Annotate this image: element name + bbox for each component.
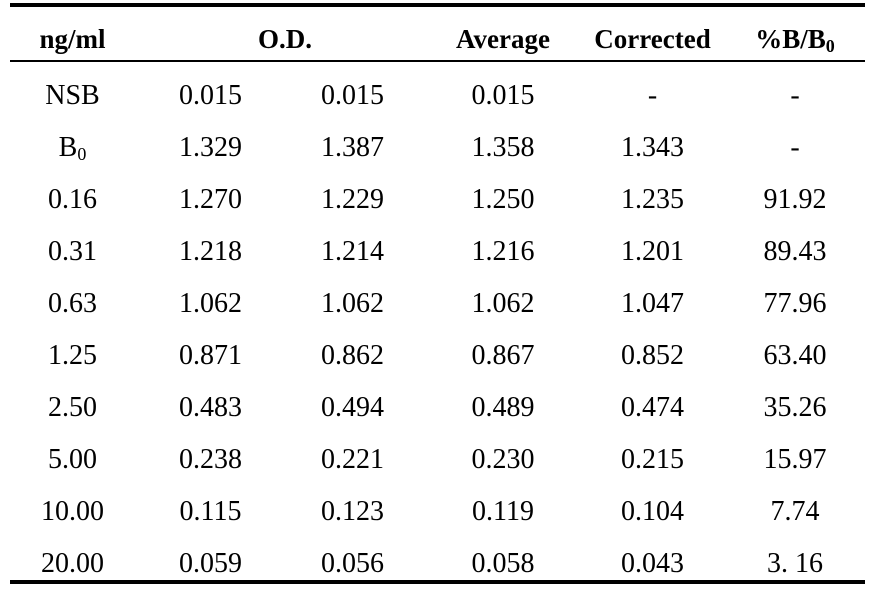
cell-concentration: 0.31 [10, 226, 135, 278]
cell-percent-b-b0: 35.26 [763, 392, 827, 423]
cell-corrected: 1.047 [621, 288, 684, 319]
cell-od-1: 1.270 [179, 184, 242, 215]
table-header-row: ng/ml O.D. Average Corrected %B/B0 [10, 13, 865, 65]
cell-od-1: 0.115 [179, 496, 242, 527]
table-row: NSB 0.015 0.015 0.015 - - [10, 70, 865, 122]
cell-percent-b-b0: 91.92 [763, 184, 827, 215]
cell-corrected: 0.104 [621, 496, 684, 527]
cell-od-2: 0.221 [321, 444, 384, 475]
cell-od-2: 0.862 [321, 340, 384, 371]
cell-corrected: 0.043 [621, 548, 684, 579]
table-row: 0.31 1.218 1.214 1.216 1.201 89.43 [10, 226, 865, 278]
header-average: Average [456, 24, 550, 54]
cell-percent-b-b0: - [790, 132, 800, 163]
cell-corrected: 0.474 [621, 392, 684, 423]
header-percent-b-b0: %B/B0 [725, 13, 865, 65]
cell-concentration-main: 1.25 [48, 340, 97, 371]
cell-od-2: 0.494 [321, 392, 384, 423]
cell-concentration-main: NSB [45, 80, 100, 111]
cell-concentration: 5.00 [10, 434, 135, 486]
cell-average: 0.119 [472, 496, 534, 527]
header-corrected: Corrected [594, 24, 711, 54]
cell-average: 1.358 [471, 132, 535, 163]
cell-average: 0.015 [471, 80, 535, 111]
cell-concentration-sub: 0 [77, 144, 87, 164]
cell-concentration-main: 2.50 [48, 392, 97, 423]
cell-average: 1.216 [471, 236, 535, 267]
cell-concentration-main: 0.31 [48, 236, 97, 267]
cell-od-1: 0.015 [179, 80, 242, 111]
cell-average: 0.489 [471, 392, 535, 423]
cell-concentration-main: 20.00 [41, 548, 104, 579]
cell-od-1: 1.218 [179, 236, 242, 267]
cell-concentration: 20.00 [10, 538, 135, 590]
cell-concentration: 1.25 [10, 330, 135, 382]
cell-concentration-main: 5.00 [48, 444, 97, 475]
table-row: 20.00 0.059 0.056 0.058 0.043 3. 16 [10, 538, 865, 590]
cell-average: 0.230 [471, 444, 535, 475]
table-row: B0 1.329 1.387 1.358 1.343 - [10, 122, 865, 174]
cell-concentration-main: 0.63 [48, 288, 97, 319]
cell-percent-b-b0: 7.74 [770, 496, 820, 527]
cell-percent-b-b0: 15.97 [763, 444, 827, 475]
cell-od-2: 0.015 [321, 80, 384, 111]
cell-concentration-main: 0.16 [48, 184, 97, 215]
cell-average: 0.058 [471, 548, 535, 579]
cell-average: 1.062 [471, 288, 535, 319]
cell-od-1: 1.329 [179, 132, 242, 163]
table-row: 0.16 1.270 1.229 1.250 1.235 91.92 [10, 174, 865, 226]
header-ng-ml: ng/ml [39, 24, 106, 54]
cell-concentration: NSB [10, 70, 135, 122]
table-row: 0.63 1.062 1.062 1.062 1.047 77.96 [10, 278, 865, 330]
table-row: 5.00 0.238 0.221 0.230 0.215 15.97 [10, 434, 865, 486]
cell-percent-b-b0: 77.96 [763, 288, 827, 319]
cell-corrected: 1.343 [621, 132, 684, 163]
cell-percent-b-b0: 89.43 [763, 236, 827, 267]
cell-od-2: 1.387 [321, 132, 384, 163]
cell-concentration: 10.00 [10, 486, 135, 538]
cell-corrected: 1.235 [621, 184, 684, 215]
header-percent-b-b0-sub: 0 [825, 36, 835, 56]
table-row: 10.00 0.115 0.123 0.119 0.104 7.74 [10, 486, 865, 538]
cell-od-2: 1.214 [321, 236, 384, 267]
cell-od-1: 0.483 [179, 392, 242, 423]
cell-average: 0.867 [471, 340, 535, 371]
cell-concentration: 2.50 [10, 382, 135, 434]
cell-od-2: 1.062 [321, 288, 384, 319]
cell-concentration-main: 10.00 [41, 496, 104, 527]
cell-corrected: 0.215 [621, 444, 684, 475]
header-od: O.D. [258, 24, 312, 54]
cell-corrected: 1.201 [621, 236, 684, 267]
table-top-rule [10, 3, 865, 7]
cell-od-2: 1.229 [321, 184, 384, 215]
cell-od-1: 1.062 [179, 288, 242, 319]
cell-concentration: 0.63 [10, 278, 135, 330]
cell-percent-b-b0: - [790, 80, 800, 111]
cell-corrected: 0.852 [621, 340, 684, 371]
table-row: 1.25 0.871 0.862 0.867 0.852 63.40 [10, 330, 865, 382]
cell-percent-b-b0: 3. 16 [767, 548, 823, 579]
cell-concentration: B0 [10, 122, 135, 174]
cell-od-1: 0.238 [179, 444, 242, 475]
cell-od-1: 0.059 [179, 548, 242, 579]
cell-od-2: 0.056 [321, 548, 384, 579]
table-bottom-rule [10, 580, 865, 584]
cell-concentration: 0.16 [10, 174, 135, 226]
table-row: 2.50 0.483 0.494 0.489 0.474 35.26 [10, 382, 865, 434]
header-percent-b-b0-main: %B/B [755, 24, 826, 54]
cell-od-1: 0.871 [179, 340, 242, 371]
cell-od-2: 0.123 [321, 496, 384, 527]
table-header-rule [10, 60, 865, 62]
cell-corrected: - [647, 80, 658, 111]
cell-percent-b-b0: 63.40 [763, 340, 827, 371]
cell-average: 1.250 [471, 184, 535, 215]
cell-concentration-main: B [58, 132, 78, 163]
